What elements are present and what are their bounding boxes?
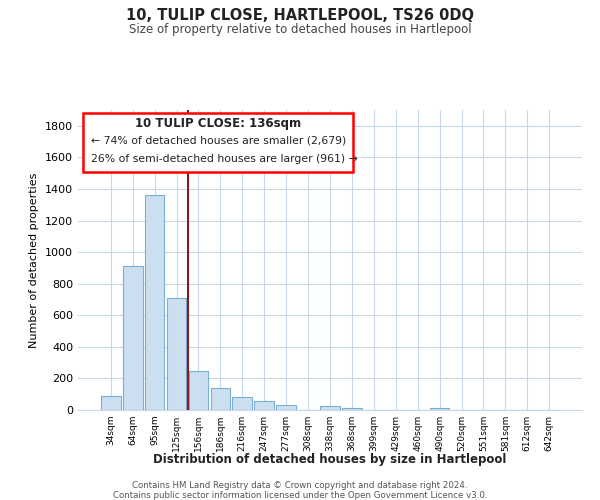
Bar bbox=[320, 406, 340, 410]
Bar bbox=[101, 396, 121, 410]
Bar bbox=[342, 408, 362, 410]
Bar bbox=[430, 408, 449, 410]
Y-axis label: Number of detached properties: Number of detached properties bbox=[29, 172, 40, 348]
Text: Distribution of detached houses by size in Hartlepool: Distribution of detached houses by size … bbox=[154, 452, 506, 466]
Bar bbox=[123, 266, 143, 410]
Bar bbox=[232, 398, 252, 410]
Text: ← 74% of detached houses are smaller (2,679): ← 74% of detached houses are smaller (2,… bbox=[91, 136, 346, 145]
Bar bbox=[145, 196, 164, 410]
Bar bbox=[254, 402, 274, 410]
Text: Contains public sector information licensed under the Open Government Licence v3: Contains public sector information licen… bbox=[113, 491, 487, 500]
Text: Size of property relative to detached houses in Hartlepool: Size of property relative to detached ho… bbox=[128, 22, 472, 36]
Text: 26% of semi-detached houses are larger (961) →: 26% of semi-detached houses are larger (… bbox=[91, 154, 358, 164]
FancyBboxPatch shape bbox=[83, 113, 353, 172]
Bar bbox=[188, 370, 208, 410]
Text: 10 TULIP CLOSE: 136sqm: 10 TULIP CLOSE: 136sqm bbox=[135, 118, 301, 130]
Bar bbox=[211, 388, 230, 410]
Bar bbox=[276, 406, 296, 410]
Text: 10, TULIP CLOSE, HARTLEPOOL, TS26 0DQ: 10, TULIP CLOSE, HARTLEPOOL, TS26 0DQ bbox=[126, 8, 474, 22]
Bar bbox=[167, 298, 187, 410]
Text: Contains HM Land Registry data © Crown copyright and database right 2024.: Contains HM Land Registry data © Crown c… bbox=[132, 481, 468, 490]
